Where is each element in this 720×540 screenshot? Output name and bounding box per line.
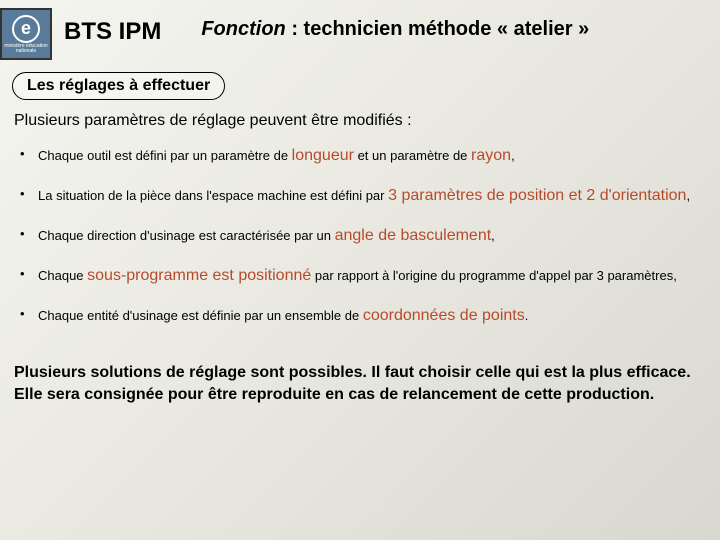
- highlight: 3 paramètres de position et 2 d'orientat…: [388, 187, 686, 204]
- list-item: Chaque outil est défini par un paramètre…: [14, 144, 696, 168]
- conclusion-text: Plusieurs solutions de réglage sont poss…: [0, 344, 720, 405]
- text-pre: Chaque: [38, 268, 87, 283]
- list-item: Chaque entité d'usinage est définie par …: [14, 304, 696, 328]
- subtitle-prefix: Fonction: [201, 18, 285, 40]
- page-subtitle: Fonction : technicien méthode « atelier …: [201, 18, 589, 41]
- highlight: longueur: [292, 147, 354, 164]
- subtitle-rest: : technicien méthode « atelier »: [286, 18, 589, 40]
- text-pre: Chaque outil est défini par un paramètre…: [38, 148, 292, 163]
- logo-caption: ministère éducation nationale: [2, 44, 50, 54]
- list-item: Chaque direction d'usinage est caractéri…: [14, 224, 696, 248]
- text-post: ,: [686, 188, 690, 203]
- text-pre: Chaque entité d'usinage est définie par …: [38, 308, 363, 323]
- text-mid: et un paramètre de: [354, 148, 471, 163]
- text-post: .: [525, 308, 529, 323]
- highlight: angle de basculement: [335, 227, 492, 244]
- list-item: La situation de la pièce dans l'espace m…: [14, 184, 696, 208]
- highlight: coordonnées de points: [363, 307, 525, 324]
- text-mid: par rapport à l'origine du programme d'a…: [311, 268, 677, 283]
- list-item: Chaque sous-programme est positionné par…: [14, 264, 696, 288]
- text-pre: La situation de la pièce dans l'espace m…: [38, 188, 388, 203]
- bullet-list: Chaque outil est défini par un paramètre…: [0, 144, 720, 328]
- header: e ministère éducation nationale BTS IPM …: [0, 0, 720, 64]
- text-post: ,: [491, 228, 495, 243]
- ministry-logo: e ministère éducation nationale: [0, 8, 52, 60]
- page-title: BTS IPM: [64, 18, 161, 46]
- highlight: sous-programme est positionné: [87, 267, 311, 284]
- text-post: ,: [511, 148, 515, 163]
- intro-text: Plusieurs paramètres de réglage peuvent …: [14, 112, 720, 130]
- section-label: Les réglages à effectuer: [12, 72, 225, 100]
- logo-letter: e: [12, 15, 40, 43]
- text-pre: Chaque direction d'usinage est caractéri…: [38, 228, 335, 243]
- highlight: rayon: [471, 147, 511, 164]
